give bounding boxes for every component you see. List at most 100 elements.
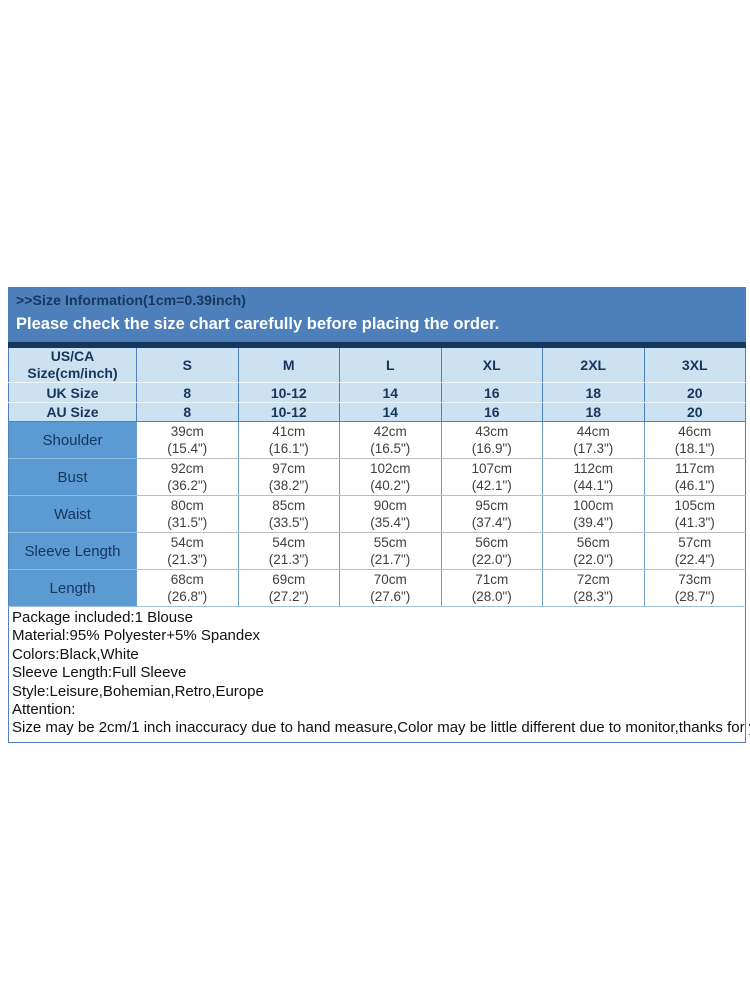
cm-value: 112cm (573, 461, 614, 476)
size-info-banner: >>Size Information(1cm=0.39inch) Please … (8, 287, 746, 342)
uk-size-value: 10-12 (237, 382, 340, 403)
measurement-cell: 44cm (17.3") (542, 421, 644, 459)
measurement-cell: 57cm (22.4") (643, 532, 746, 570)
size-header-row: US/CA Size(cm/inch) S M L XL 2XL 3XL (8, 348, 746, 383)
inch-value: (28.7") (674, 589, 715, 604)
au-size-value: 20 (643, 402, 746, 422)
cm-value: 56cm (475, 535, 509, 550)
table-top-strip (8, 342, 746, 348)
measurement-cell: 39cm (15.4") (136, 421, 238, 459)
size-column-header: 2XL (542, 348, 644, 383)
measurement-cell: 90cm (35.4") (339, 495, 441, 533)
corner-line2: Size(cm/inch) (27, 365, 118, 381)
measurement-cell: 71cm (28.0") (440, 569, 543, 607)
cm-value: 46cm (678, 424, 712, 439)
measurement-cell: 105cm (41.3") (643, 495, 746, 533)
au-size-value: 16 (440, 402, 543, 422)
inch-value: (31.5") (167, 515, 208, 530)
measurement-row-bust: Bust 92cm (36.2") 97cm (38.2") 102cm (40.2"… (8, 458, 746, 496)
uk-size-value: 14 (339, 382, 441, 403)
measurement-label: Sleeve Length (8, 532, 137, 570)
measurement-cell: 68cm (26.8") (136, 569, 238, 607)
inch-value: (16.5") (370, 441, 411, 456)
measurement-cell: 43cm (16.9") (440, 421, 543, 459)
inch-value: (37.4") (471, 515, 512, 530)
cm-value: 117cm (674, 461, 715, 476)
detail-sleeve-length: Sleeve Length:Full Sleeve (12, 664, 187, 682)
measurement-label: Length (8, 569, 137, 607)
inch-value: (41.3") (674, 515, 715, 530)
size-column-header: M (237, 348, 340, 383)
measurement-cell: 54cm (21.3") (136, 532, 238, 570)
cm-value: 57cm (678, 535, 712, 550)
corner-header-cell: US/CA Size(cm/inch) (8, 348, 137, 383)
inch-value: (22.4") (674, 552, 715, 567)
cm-value: 44cm (576, 424, 610, 439)
inch-value: (17.3") (573, 441, 614, 456)
cm-value: 42cm (373, 424, 407, 439)
measurement-cell: 42cm (16.5") (339, 421, 441, 459)
cm-value: 73cm (678, 572, 712, 587)
detail-disclaimer: Size may be 2cm/1 inch inaccuracy due to… (12, 719, 750, 737)
measurement-cell: 72cm (28.3") (542, 569, 644, 607)
inch-value: (21.3") (167, 552, 208, 567)
cm-value: 70cm (373, 572, 407, 587)
cm-value: 90cm (373, 498, 407, 513)
cm-value: 41cm (272, 424, 306, 439)
measurement-cell: 102cm (40.2") (339, 458, 441, 496)
size-info-title: >>Size Information(1cm=0.39inch) (16, 292, 246, 308)
inch-value: (40.2") (370, 478, 411, 493)
size-column-header: L (339, 348, 441, 383)
corner-line1: US/CA (50, 348, 95, 364)
measurement-cell: 56cm (22.0") (440, 532, 543, 570)
uk-size-row: UK Size 8 10-12 14 16 18 20 (8, 382, 746, 403)
inch-value: (28.0") (471, 589, 512, 604)
measurement-cell: 46cm (18.1") (643, 421, 746, 459)
inch-value: (44.1") (573, 478, 614, 493)
cm-value: 71cm (475, 572, 509, 587)
measurement-cell: 70cm (27.6") (339, 569, 441, 607)
measurement-cell: 69cm (27.2") (237, 569, 340, 607)
measurement-row-length: Length 68cm (26.8") 69cm (27.2") 70cm (27.6… (8, 569, 746, 607)
cm-value: 105cm (674, 498, 716, 513)
inch-value: (39.4") (573, 515, 614, 530)
measurement-cell: 56cm (22.0") (542, 532, 644, 570)
inch-value: (38.2") (268, 478, 309, 493)
measurement-cell: 117cm (46.1") (643, 458, 746, 496)
measurement-cell: 112cm (44.1") (542, 458, 644, 496)
inch-value: (27.6") (370, 589, 411, 604)
cm-value: 72cm (576, 572, 610, 587)
cm-value: 85cm (272, 498, 306, 513)
uk-size-value: 20 (643, 382, 746, 403)
measurement-cell: 97cm (38.2") (237, 458, 340, 496)
cm-value: 54cm (272, 535, 306, 550)
uk-size-value: 18 (542, 382, 644, 403)
inch-value: (15.4") (167, 441, 208, 456)
measurement-cell: 73cm (28.7") (643, 569, 746, 607)
measurement-cell: 55cm (21.7") (339, 532, 441, 570)
measurement-cell: 92cm (36.2") (136, 458, 238, 496)
measurement-label: Bust (8, 458, 137, 496)
measurement-cell: 100cm (39.4") (542, 495, 644, 533)
detail-attention: Attention: (12, 701, 76, 719)
measurement-cell: 80cm (31.5") (136, 495, 238, 533)
measurement-label: Waist (8, 495, 137, 533)
cm-value: 92cm (170, 461, 204, 476)
inch-value: (46.1") (674, 478, 715, 493)
size-info-note: Please check the size chart carefully be… (16, 315, 500, 333)
cm-value: 43cm (475, 424, 509, 439)
detail-style: Style:Leisure,Bohemian,Retro,Europe (12, 682, 264, 700)
measurement-cell: 54cm (21.3") (237, 532, 340, 570)
au-size-value: 14 (339, 402, 441, 422)
uk-size-label: UK Size (8, 382, 137, 403)
inch-value: (22.0") (471, 552, 512, 567)
detail-package: Package included:1 Blouse (12, 609, 193, 626)
cm-value: 69cm (272, 572, 306, 587)
measurement-cell: 85cm (33.5") (237, 495, 340, 533)
au-size-value: 10-12 (237, 402, 340, 422)
measurement-cell: 41cm (16.1") (237, 421, 340, 459)
inch-value: (33.5") (268, 515, 309, 530)
cm-value: 54cm (170, 535, 204, 550)
inch-value: (21.3") (268, 552, 309, 567)
size-info-panel: >>Size Information(1cm=0.39inch) Please … (8, 287, 750, 743)
